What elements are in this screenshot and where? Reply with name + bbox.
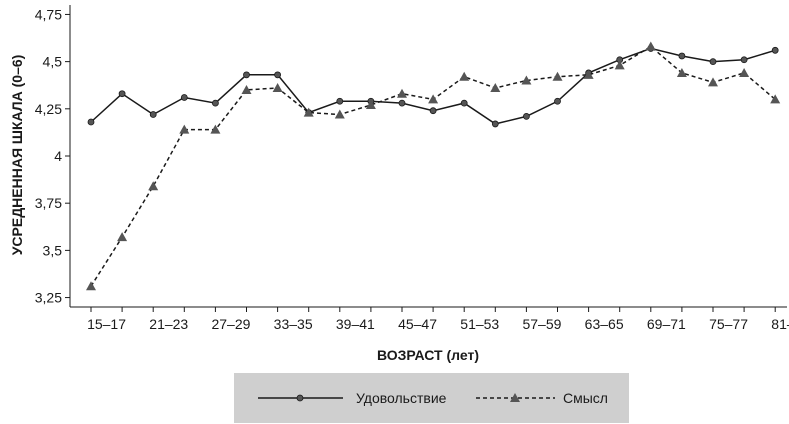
x-tick-label: 45–47 <box>398 316 437 332</box>
data-point-0 <box>118 90 126 98</box>
data-point-1 <box>676 67 687 77</box>
data-point-0 <box>460 99 468 107</box>
data-point-0 <box>554 97 561 105</box>
data-point-0 <box>398 99 406 107</box>
x-tick-label: 63–65 <box>585 316 624 332</box>
data-point-0 <box>336 97 344 105</box>
data-point-0 <box>149 111 157 118</box>
data-point-0 <box>709 58 717 66</box>
data-point-1 <box>241 84 252 94</box>
data-point-0 <box>180 94 188 101</box>
y-tick-label: 4 <box>54 148 62 164</box>
legend-label-pleasure: Удовольствие <box>356 390 447 406</box>
x-tick-label: 15–17 <box>87 316 126 332</box>
data-point-1 <box>708 77 718 87</box>
axes: 3,25 3,5 3,75 4 4,25 4,5 4,75 15–17 21–23 27–29 33… <box>35 5 789 332</box>
x-tick-label: 57–59 <box>522 316 561 332</box>
data-point-1 <box>739 67 750 77</box>
data-point-0 <box>491 120 499 128</box>
data-point-1 <box>365 100 376 110</box>
data-point-1 <box>645 41 656 51</box>
x-tick-label: 33–35 <box>274 316 313 332</box>
data-point-0 <box>678 52 686 60</box>
y-tick-label: 3,5 <box>43 242 63 258</box>
data-point-0 <box>211 99 219 107</box>
data-point-1 <box>334 109 345 119</box>
data-point-1 <box>770 94 781 104</box>
legend-marker-meaning <box>510 393 520 402</box>
data-point-1 <box>397 88 407 98</box>
x-tick-label: 21–23 <box>149 316 188 332</box>
x-tick-label: 75–77 <box>709 316 748 332</box>
legend: Удовольствие Смысл <box>234 373 629 423</box>
y-tick-label: 4,5 <box>43 54 63 70</box>
data-point-1 <box>459 71 470 81</box>
data-point-0 <box>740 56 748 64</box>
legend-marker-pleasure <box>296 394 304 402</box>
data-point-0 <box>429 107 437 115</box>
y-axis-title: УСРЕДНЕННАЯ ШКАЛА (0–6) <box>9 55 25 256</box>
series-line-1 <box>90 45 776 287</box>
data-point-1 <box>303 107 314 117</box>
x-tick-label: 81–85 <box>771 316 789 332</box>
data-point-1 <box>117 232 128 242</box>
data-point-1 <box>552 71 563 81</box>
data-point-1 <box>428 94 439 104</box>
y-tick-label: 3,75 <box>35 195 62 211</box>
data-point-1 <box>614 60 625 70</box>
series-layer <box>86 41 781 291</box>
data-point-0 <box>771 46 779 54</box>
x-tick-label: 39–41 <box>336 316 375 332</box>
y-tick-label: 3,25 <box>35 290 62 306</box>
data-point-1 <box>148 181 159 191</box>
data-point-0 <box>243 71 250 79</box>
data-point-0 <box>87 118 95 126</box>
y-tick-label: 4,25 <box>35 101 62 117</box>
data-point-1 <box>86 281 96 291</box>
x-tick-label: 27–29 <box>211 316 250 332</box>
data-point-1 <box>272 83 283 93</box>
y-tick-label: 4,75 <box>35 6 62 22</box>
data-point-0 <box>523 112 530 120</box>
data-point-1 <box>583 69 594 79</box>
data-point-1 <box>210 124 221 134</box>
x-tick-label: 69–71 <box>647 316 686 332</box>
data-point-0 <box>274 71 282 79</box>
data-point-1 <box>521 75 532 85</box>
x-axis-title: ВОЗРАСТ (лет) <box>377 347 479 363</box>
legend-label-meaning: Смысл <box>563 390 608 406</box>
x-tick-label: 51–53 <box>460 316 499 332</box>
data-point-1 <box>179 124 190 134</box>
data-point-1 <box>490 83 501 93</box>
